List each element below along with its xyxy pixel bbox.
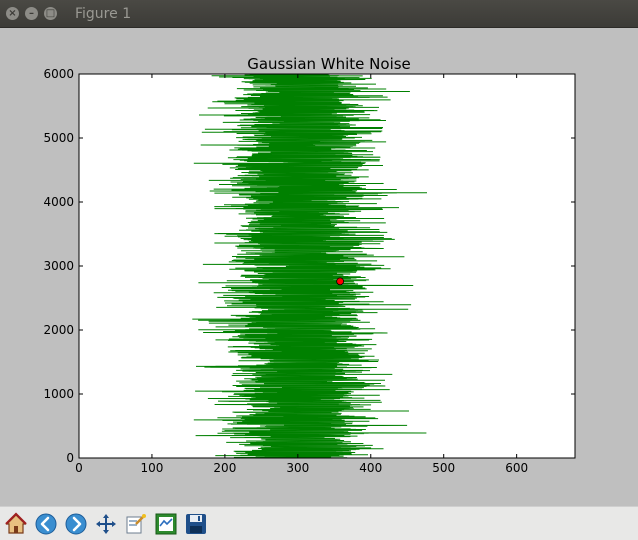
save-button[interactable] [182, 510, 210, 538]
save-icon [186, 513, 206, 534]
y-tick-label: 0 [66, 451, 74, 465]
maximize-window-button[interactable]: □ [44, 7, 57, 20]
back-icon [35, 513, 57, 534]
back-button[interactable] [32, 510, 60, 538]
subplots-icon [155, 513, 177, 534]
y-tick-label: 5000 [43, 131, 74, 145]
y-tick-label: 6000 [43, 67, 74, 81]
navigation-toolbar [0, 506, 638, 540]
axis-ticks: 0 100 200 300 400 500 600010002000300040005000… [43, 67, 575, 475]
figure-canvas[interactable]: Gaussian White Noise 0 100 200 300 400 500 600… [0, 28, 638, 506]
marker-layer [336, 277, 345, 286]
zoom-icon [126, 513, 146, 533]
x-tick-label: 200 [213, 461, 236, 475]
close-window-button[interactable]: × [6, 7, 19, 20]
subplots-button[interactable] [152, 510, 180, 538]
y-tick-label: 3000 [43, 259, 74, 273]
x-tick-label: 500 [432, 461, 455, 475]
y-tick-label: 4000 [43, 195, 74, 209]
home-icon [5, 511, 27, 534]
pan-button[interactable] [92, 510, 120, 538]
zoom-button[interactable] [122, 510, 150, 538]
x-tick-label: 300 [286, 461, 309, 475]
window-titlebar: × – □ Figure 1 [0, 0, 638, 28]
pan-icon [96, 513, 116, 534]
noise-line [192, 73, 428, 459]
x-tick-label: 0 [75, 461, 83, 475]
x-tick-label: 600 [505, 461, 528, 475]
red-marker-point [336, 277, 345, 286]
forward-icon [65, 513, 87, 534]
home-button[interactable] [2, 510, 30, 538]
y-tick-label: 1000 [43, 387, 74, 401]
chart-svg[interactable]: Gaussian White Noise 0 100 200 300 400 500 600… [0, 28, 638, 506]
chart-title: Gaussian White Noise [247, 55, 411, 73]
x-tick-label: 400 [359, 461, 382, 475]
y-tick-label: 2000 [43, 323, 74, 337]
minimize-window-button[interactable]: – [25, 7, 38, 20]
x-tick-label: 100 [140, 461, 163, 475]
forward-button[interactable] [62, 510, 90, 538]
noise-series [192, 73, 428, 459]
window-title: Figure 1 [75, 5, 132, 22]
